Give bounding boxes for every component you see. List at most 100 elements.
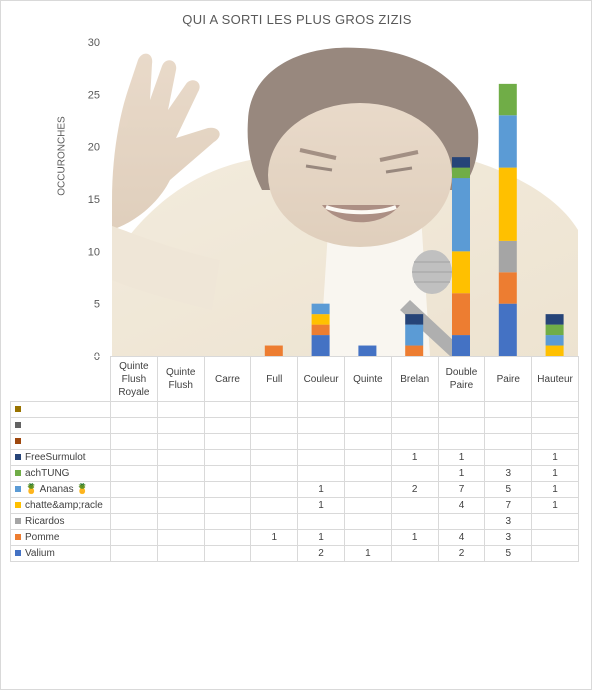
data-label — [250, 481, 299, 498]
data-label — [343, 449, 392, 466]
data-label: 1 — [297, 497, 345, 514]
data-label — [390, 401, 439, 418]
y-tick-label: 30 — [88, 37, 100, 49]
bar-segment — [498, 303, 517, 356]
data-label: 1 — [531, 497, 579, 514]
data-label — [110, 433, 158, 450]
table-row — [10, 433, 579, 450]
y-tick-label: 20 — [88, 142, 100, 154]
data-label — [156, 545, 205, 562]
data-label — [297, 401, 345, 418]
table-row: Ricardos 3 — [10, 513, 579, 530]
data-label — [156, 401, 205, 418]
table-corner — [10, 356, 111, 402]
data-label — [343, 417, 392, 434]
bar-segment — [498, 272, 517, 304]
series-name: Pomme — [25, 532, 60, 543]
data-label — [203, 497, 252, 514]
bar-segment — [452, 157, 470, 168]
data-label — [297, 465, 345, 482]
data-label — [156, 465, 205, 482]
data-label — [203, 417, 252, 434]
legend-entry — [10, 401, 111, 418]
bar-segment — [264, 345, 283, 356]
table-row: achTUNG 1 3 1 — [10, 465, 579, 482]
data-label: 3 — [484, 513, 533, 530]
data-label — [110, 449, 158, 466]
data-label — [110, 497, 158, 514]
legend-swatch — [15, 534, 21, 541]
data-label — [203, 449, 252, 466]
legend-entry: 🍍 Ananas 🍍 — [10, 481, 111, 498]
data-label — [390, 465, 439, 482]
table-row — [10, 401, 579, 418]
bar-segment — [452, 335, 470, 356]
data-label: 1 — [531, 465, 579, 482]
bar-segment — [498, 115, 517, 168]
data-label — [203, 513, 252, 530]
bar-segment — [498, 83, 517, 116]
data-label: 1 — [250, 529, 299, 546]
data-label — [250, 417, 299, 434]
bar-segment — [358, 345, 377, 356]
data-label — [110, 529, 158, 546]
bar-segment — [311, 303, 330, 315]
data-label — [203, 433, 252, 450]
legend-swatch — [15, 518, 21, 525]
data-label — [390, 433, 439, 450]
data-label — [250, 545, 299, 562]
data-label: 3 — [484, 529, 533, 546]
data-label — [203, 529, 252, 546]
data-label — [484, 433, 533, 450]
bar-segment — [452, 251, 470, 294]
table-row: Valium 2 1 2 5 — [10, 545, 579, 562]
data-label — [250, 401, 299, 418]
data-label: 2 — [297, 545, 345, 562]
category-label: Brelan — [390, 356, 439, 402]
data-label: 1 — [390, 449, 439, 466]
category-label: Hauteur — [531, 356, 579, 402]
table-row: FreeSurmulot 1 1 1 — [10, 449, 579, 466]
bar-segment — [498, 167, 517, 241]
series-name: chatte&amp;racle — [25, 500, 103, 511]
y-tick-label: 0 — [94, 351, 100, 360]
data-label — [156, 497, 205, 514]
data-label — [484, 401, 533, 418]
legend-entry: Pomme — [10, 529, 111, 546]
data-label: 2 — [390, 481, 439, 498]
bars — [264, 83, 564, 356]
data-label: 1 — [343, 545, 392, 562]
data-label — [156, 417, 205, 434]
data-label: 2 — [437, 545, 486, 562]
data-label: 1 — [390, 529, 439, 546]
chart-plot: 0 5 10 15 20 25 30 — [88, 37, 578, 360]
y-tick-label: 5 — [94, 299, 100, 311]
data-label — [250, 513, 299, 530]
legend-entry: Valium — [10, 545, 111, 562]
y-tick-label: 15 — [88, 194, 100, 206]
data-label — [531, 545, 579, 562]
data-label — [390, 417, 439, 434]
data-label — [531, 401, 579, 418]
data-label — [437, 433, 486, 450]
data-label — [250, 449, 299, 466]
data-label — [343, 497, 392, 514]
data-table: Quinte Flush Royale Quinte Flush Carre Full… — [10, 356, 579, 562]
bar-segment — [452, 167, 470, 179]
data-label — [110, 465, 158, 482]
data-label — [110, 513, 158, 530]
data-label — [156, 481, 205, 498]
data-label — [156, 513, 205, 530]
bar-segment — [311, 335, 330, 356]
data-label — [531, 529, 579, 546]
legend-swatch — [15, 486, 21, 493]
category-label: Quinte — [343, 356, 392, 402]
data-label: 5 — [484, 481, 533, 498]
data-label — [297, 513, 345, 530]
legend-entry — [10, 417, 111, 434]
bar-segment — [405, 314, 424, 325]
data-label: 4 — [437, 529, 486, 546]
bar-segment — [452, 178, 470, 252]
data-label: 7 — [484, 497, 533, 514]
